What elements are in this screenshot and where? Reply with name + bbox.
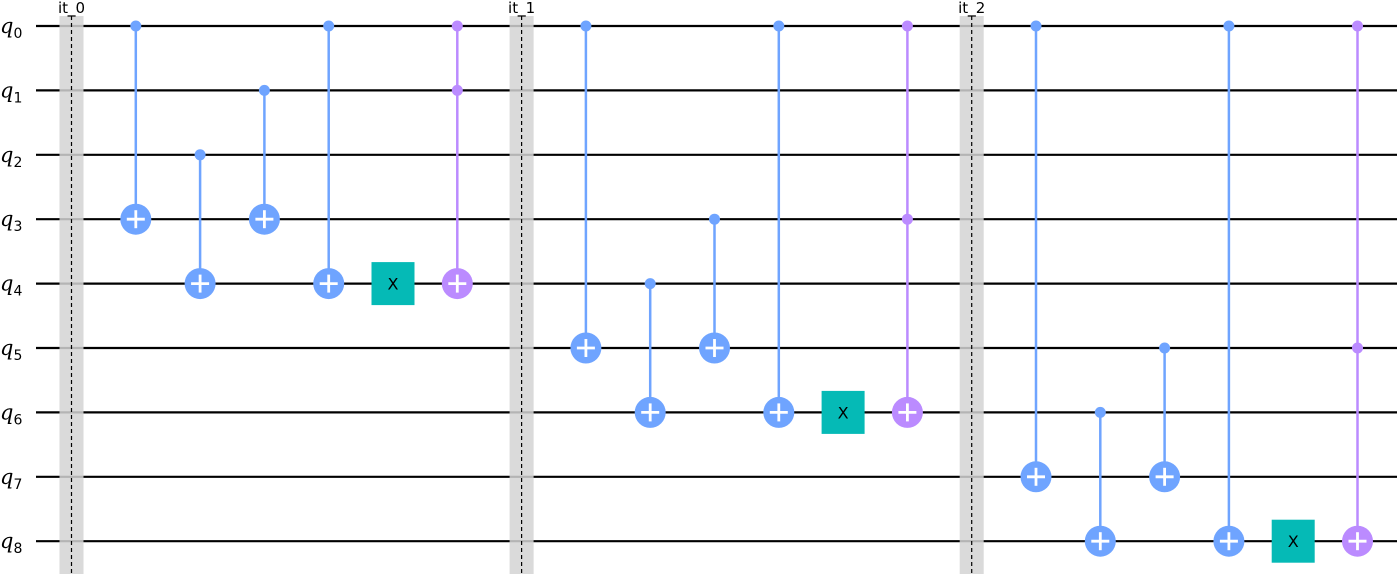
control-dot — [901, 213, 913, 225]
qubit-label: q8 — [0, 529, 22, 557]
cx-gate — [699, 213, 730, 364]
barrier-band — [509, 16, 534, 574]
control-dot — [1030, 20, 1042, 32]
qubit-label: q5 — [0, 336, 22, 364]
cx-gate — [120, 20, 152, 235]
control-dot — [580, 20, 592, 32]
control-dot — [644, 278, 656, 290]
control-dot — [1352, 20, 1363, 32]
cx-gate — [1084, 406, 1116, 557]
control-dot — [451, 84, 463, 96]
control-dot — [901, 20, 913, 32]
x-gate-label: X — [838, 403, 849, 422]
x-gate — [371, 262, 415, 306]
barrier-band — [59, 16, 84, 574]
barrier-band — [959, 16, 984, 574]
x-gate — [1271, 519, 1315, 563]
cx-gate — [1213, 20, 1245, 557]
control-dot — [451, 20, 463, 32]
x-gate-label: X — [1288, 532, 1299, 551]
control-dot — [130, 20, 142, 32]
control-dot — [194, 149, 206, 161]
control-dot — [1159, 342, 1171, 354]
qubit-label: q3 — [0, 207, 22, 235]
ccx-gate — [891, 20, 923, 428]
control-dot — [1223, 20, 1235, 32]
cx-gate — [1020, 20, 1052, 493]
control-dot — [1094, 406, 1106, 418]
cx-gate — [763, 20, 795, 428]
cx-gate — [570, 20, 602, 364]
qubit-label: q4 — [0, 272, 22, 300]
qubit-label: q1 — [0, 78, 22, 106]
control-dot — [773, 20, 785, 32]
barrier-label: it_0 — [58, 0, 85, 18]
qubit-label: q0 — [0, 14, 22, 42]
barrier-label: it_2 — [958, 0, 985, 18]
cx-gate — [1149, 342, 1181, 493]
x-gate — [821, 390, 865, 434]
control-dot — [1352, 342, 1363, 354]
barrier-label: it_1 — [508, 0, 535, 18]
cx-gate — [248, 84, 280, 235]
control-dot — [258, 84, 270, 96]
control-dot — [709, 213, 720, 225]
control-dot — [323, 20, 335, 32]
qubit-label: q6 — [0, 400, 22, 428]
ccx-gate — [1342, 20, 1373, 557]
cx-gate — [313, 20, 345, 300]
qubit-label: q7 — [0, 465, 22, 493]
ccx-gate — [441, 20, 473, 300]
x-gate-label: X — [388, 275, 399, 294]
qubit-label: q2 — [0, 143, 22, 171]
cx-gate — [634, 278, 666, 428]
cx-gate — [184, 149, 216, 300]
